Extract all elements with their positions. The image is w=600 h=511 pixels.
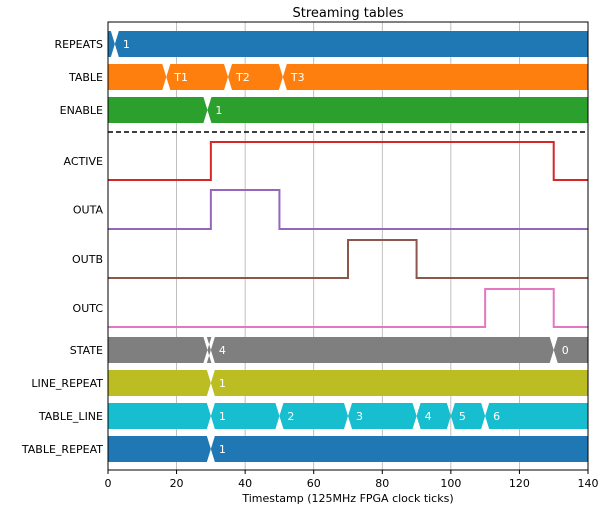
bit-waveform [108,239,588,279]
x-tick-label: 100 [440,477,461,490]
bus-segment [108,64,167,90]
bus-segment [108,97,208,123]
bus-value-label: 1 [123,38,130,51]
bus-value-label: 1 [219,377,226,390]
bus-segment [108,370,211,396]
bus-segment [210,436,588,462]
bus-segment [416,403,451,429]
x-tick-label: 80 [375,477,389,490]
bit-waveform [108,189,588,230]
x-tick-label: 120 [509,477,530,490]
bus-value-label: 6 [493,410,500,423]
bus-value-label: T2 [235,71,250,84]
row-label: ACTIVE [64,155,104,168]
bus-segment [108,436,211,462]
row-label: STATE [70,344,103,357]
bus-segment [207,97,588,123]
bus-segment [348,403,417,429]
bus-segment [210,403,280,429]
row-label: OUTC [73,302,104,315]
bus-segment [279,403,348,429]
bus-value-label: 5 [459,410,466,423]
x-axis: 0 20 40 60 80 100 120 140 [105,470,599,490]
bus-value-label: T3 [290,71,305,84]
bus-segment [553,337,588,363]
bus-segment [450,403,486,429]
bit-waveform [108,141,588,181]
bit-waveform [108,288,588,328]
x-tick-label: 140 [578,477,599,490]
bus-segment [210,370,588,396]
bus-segment [108,337,208,363]
bus-value-label: 1 [219,410,226,423]
bus-segment [114,31,588,57]
bus-value-label: 1 [215,104,222,117]
bus-segment [485,403,588,429]
row-label: ENABLE [60,104,103,117]
x-tick-label: 60 [307,477,321,490]
bus-segment [108,31,115,57]
row-label: REPEATS [54,38,103,51]
bus-value-label: 4 [219,344,226,357]
signal-rows: 1 REPEATS T1 T2 T3 TABLE 1 ENABLE ACTIVE OUTA OUTB… [21,31,588,462]
chart-title: Streaming tables [293,6,404,21]
row-label: TABLE [68,71,103,84]
row-label: TABLE_LINE [38,410,103,423]
x-tick-label: 0 [105,477,112,490]
row-label: OUTA [73,204,104,217]
row-label: TABLE_REPEAT [21,443,103,456]
row-label: OUTB [72,253,103,266]
x-axis-label: Timestamp (125MHz FPGA clock ticks) [241,492,453,505]
bus-value-label: 4 [425,410,432,423]
bus-segment [210,337,554,363]
row-label: LINE_REPEAT [31,377,103,390]
bus-segment [166,64,228,90]
bus-value-label: 1 [219,443,226,456]
x-tick-label: 20 [170,477,184,490]
bus-segment [206,337,212,363]
bus-value-label: 3 [356,410,363,423]
bus-value-label: 0 [562,344,569,357]
bus-segment [282,64,588,90]
bus-segment [228,64,283,90]
bus-segment [108,403,211,429]
bus-value-label: 2 [287,410,294,423]
plot-frame [107,21,589,471]
x-tick-label: 40 [238,477,252,490]
bus-value-label: T1 [173,71,188,84]
